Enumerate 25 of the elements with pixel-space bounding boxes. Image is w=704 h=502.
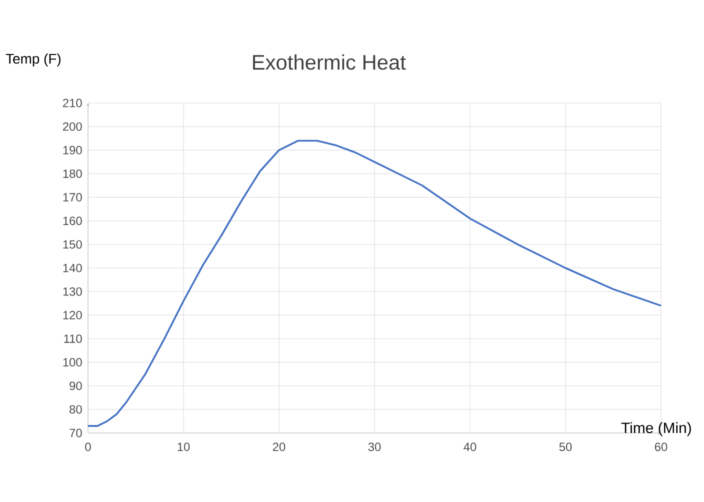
y-tick-label: 140 — [63, 264, 82, 272]
x-tick-label: 10 — [178, 442, 190, 452]
y-tick-label: 80 — [70, 405, 82, 414]
x-tick-label: 20 — [272, 442, 286, 452]
x-tick-label: 50 — [559, 442, 572, 452]
y-tick-label: 160 — [63, 216, 82, 226]
y-tick-label: 130 — [63, 287, 82, 296]
y-tick-label: 100 — [63, 358, 82, 367]
x-tick-label: 0 — [85, 442, 91, 452]
y-axis-title: Temp (F) — [6, 53, 60, 66]
x-tick-label: 60 — [654, 442, 668, 452]
y-tick-label: 120 — [63, 310, 82, 320]
y-tick-label: 190 — [63, 146, 82, 154]
y-tick-label: 110 — [64, 334, 82, 343]
chart-title: Exothermic Heat — [253, 54, 406, 70]
y-tick-label: 170 — [63, 193, 82, 202]
x-axis-title: Time (Min) — [621, 422, 691, 436]
x-tick-label: 30 — [368, 442, 381, 452]
y-tick-label: 70 — [70, 428, 82, 438]
y-tick-label: 150 — [63, 240, 82, 249]
y-tick-label: 200 — [63, 122, 82, 131]
y-tick-label: 210 — [63, 98, 82, 108]
y-tick-label: 180 — [63, 169, 82, 178]
y-tick-label: 90 — [70, 382, 82, 390]
x-tick-label: 40 — [464, 442, 476, 452]
